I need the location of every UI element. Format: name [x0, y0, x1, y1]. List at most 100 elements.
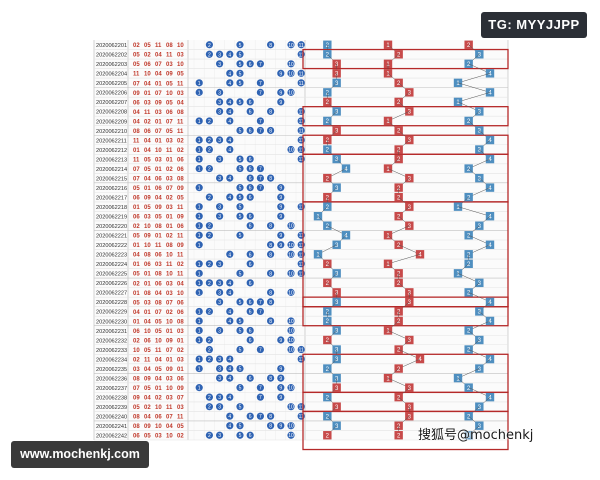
trend-box-label: 2	[326, 138, 330, 144]
trend-box-label: 1	[456, 376, 460, 382]
number-ball	[226, 412, 234, 420]
number-ball	[267, 298, 275, 306]
trend-box-label: 3	[478, 129, 482, 135]
number-ball-label: 10	[288, 433, 294, 439]
number-ball-label: 4	[228, 424, 231, 430]
drawn-number: 05	[177, 424, 184, 430]
number-ball-label: 3	[218, 300, 221, 306]
number-ball	[277, 393, 285, 401]
number-ball	[287, 326, 295, 335]
number-ball-label: 7	[259, 386, 262, 392]
trend-box-label: 4	[488, 395, 492, 401]
number-ball	[226, 279, 234, 287]
trend-box-label: 2	[397, 319, 401, 325]
drawn-number: 05	[133, 234, 140, 240]
trend-box-label: 2	[397, 348, 401, 354]
drawn-number: 01	[133, 262, 140, 268]
number-ball	[205, 164, 213, 173]
number-ball-label: 3	[218, 433, 221, 439]
drawn-number: 04	[144, 396, 151, 402]
number-ball-label: 2	[208, 348, 211, 354]
trend-box-label: 3	[335, 72, 339, 78]
number-ball	[236, 184, 244, 192]
number-ball-label: 2	[208, 262, 211, 268]
trend-box-label: 3	[408, 291, 412, 297]
drawn-number: 04	[144, 415, 151, 421]
drawn-number: 09	[177, 243, 184, 249]
number-ball-label: 9	[279, 214, 282, 220]
number-ball	[246, 155, 254, 163]
issue-number: 2020062235	[96, 367, 127, 373]
number-ball	[277, 241, 285, 249]
trend-box-label: 1	[386, 167, 390, 173]
number-ball	[236, 98, 244, 106]
trend-box	[475, 126, 484, 135]
number-ball-label: 4	[228, 119, 231, 125]
issue-number: 2020062228	[96, 300, 127, 306]
number-ball	[205, 222, 213, 230]
drawn-number: 07	[166, 186, 173, 192]
drawn-number: 02	[144, 405, 151, 411]
number-ball	[236, 345, 244, 354]
number-ball-label: 11	[299, 262, 304, 268]
trend-box-label: 3	[478, 367, 482, 373]
number-ball-label: 8	[269, 414, 272, 420]
number-ball-label: 1	[198, 205, 201, 211]
trend-box-label: 3	[335, 129, 339, 135]
number-ball	[226, 374, 234, 382]
number-ball-label: 6	[249, 128, 252, 134]
number-ball	[287, 60, 295, 68]
number-ball-label: 7	[259, 128, 262, 134]
number-ball-label: 2	[208, 281, 211, 287]
issue-number: 2020062207	[96, 100, 127, 106]
drawn-number: 01	[133, 319, 140, 325]
number-ball-label: 1	[198, 148, 201, 154]
drawn-number: 06	[155, 186, 162, 192]
number-ball	[195, 79, 203, 87]
number-ball-label: 10	[288, 148, 294, 154]
number-ball	[267, 222, 275, 230]
drawn-number: 10	[166, 272, 173, 278]
drawn-number: 07	[155, 129, 162, 135]
trend-box-label: 3	[408, 414, 412, 420]
drawn-number: 07	[155, 91, 162, 97]
drawn-number: 08	[144, 253, 151, 259]
trend-box	[313, 250, 323, 259]
trend-box	[332, 421, 341, 430]
trend-box	[383, 373, 393, 383]
drawn-number: 01	[166, 215, 173, 221]
trend-box-label: 3	[408, 300, 412, 306]
number-ball-label: 6	[249, 109, 252, 115]
drawn-number: 03	[177, 53, 184, 59]
trend-box-label: 3	[335, 291, 339, 297]
number-ball-label: 5	[239, 100, 242, 106]
drawn-number: 06	[155, 253, 162, 259]
drawn-number: 11	[177, 253, 184, 259]
number-ball-label: 2	[208, 395, 211, 401]
number-ball	[256, 60, 264, 68]
number-ball-label: 10	[288, 243, 294, 249]
drawn-number: 09	[133, 91, 140, 97]
drawn-number: 01	[166, 224, 173, 230]
number-ball	[226, 393, 234, 401]
drawn-number: 02	[144, 53, 151, 59]
number-ball	[205, 41, 213, 49]
trend-box	[464, 250, 473, 259]
number-ball	[256, 174, 264, 182]
trend-box-label: 2	[467, 62, 471, 68]
drawn-number: 05	[144, 43, 151, 49]
number-ball	[246, 260, 254, 268]
number-ball	[236, 431, 244, 439]
number-ball	[205, 260, 213, 268]
number-ball	[297, 345, 305, 354]
number-ball	[246, 412, 254, 420]
issue-number: 2020062217	[96, 195, 127, 201]
trend-box-label: 2	[326, 262, 330, 268]
issue-number: 2020062224	[96, 262, 127, 268]
number-ball-label: 4	[228, 395, 231, 401]
trend-box-label: 2	[467, 167, 471, 173]
number-ball	[267, 241, 275, 249]
drawn-number: 05	[155, 319, 162, 325]
number-ball	[246, 212, 254, 220]
